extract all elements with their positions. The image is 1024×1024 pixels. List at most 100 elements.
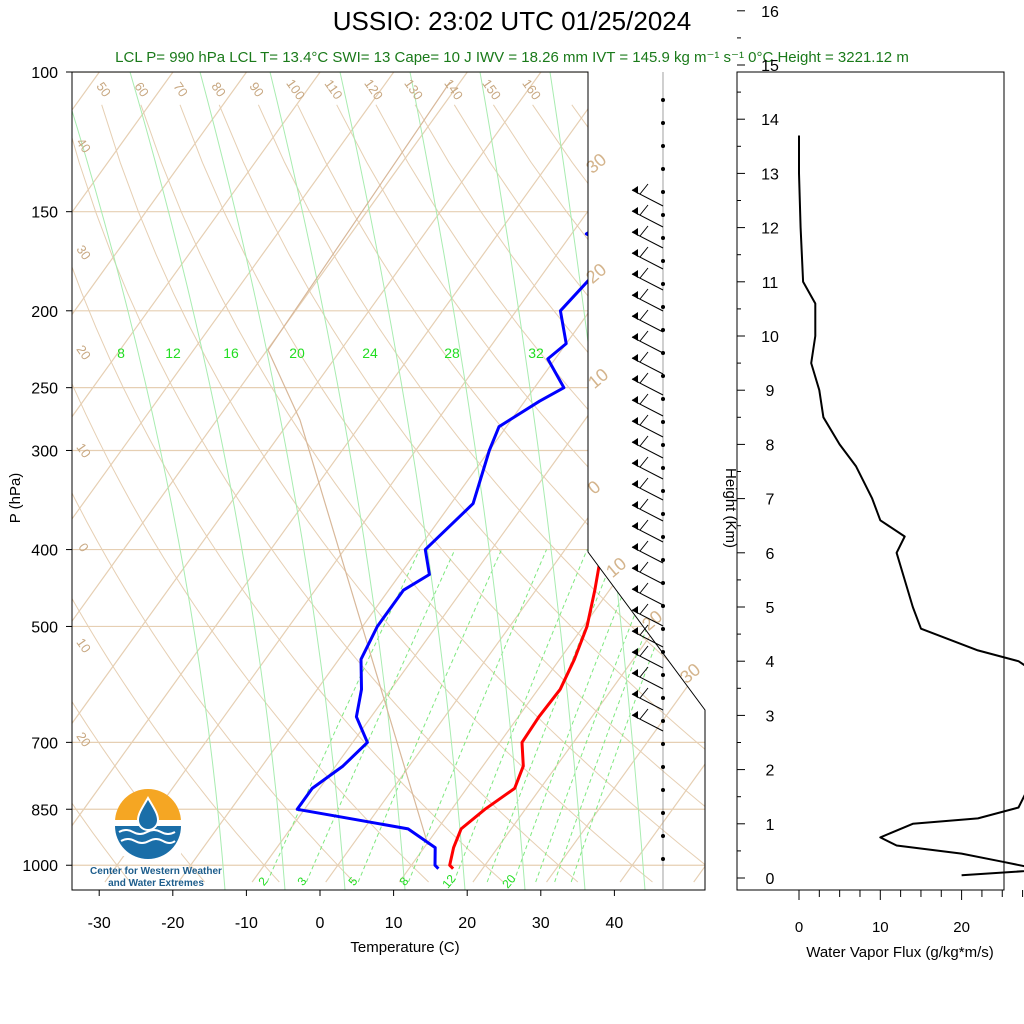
isotherm-line [72, 72, 174, 883]
wind-pennant [632, 690, 638, 698]
isotherm-line [178, 72, 705, 883]
left-adiabat-label: 10 [73, 440, 94, 460]
barb-dot [661, 696, 665, 700]
x-tick-label: -10 [235, 915, 258, 932]
mixing-ratio-line [535, 549, 661, 883]
barb-dot [661, 857, 665, 861]
wind-flag [639, 246, 649, 258]
dry-adiabat [140, 104, 705, 883]
barb-dot [661, 144, 665, 148]
dry-adiabat [72, 104, 504, 883]
left-adiabat-label: 20 [73, 342, 94, 362]
barb-dot [661, 236, 665, 240]
wind-pennant [632, 375, 638, 383]
dry-adiabat [649, 104, 705, 883]
wind-pennant [632, 711, 638, 719]
moist-adiabat [199, 72, 346, 890]
y-tick-label: 850 [31, 802, 58, 819]
wind-flag [639, 288, 649, 300]
x-tick-label: 0 [316, 915, 325, 932]
dry-adiabat [336, 104, 705, 883]
left-adiabat-label: 40 [73, 135, 94, 155]
isotherm-line [72, 72, 542, 883]
moist-adiabat [549, 72, 646, 890]
wind-flag [639, 561, 649, 573]
isotherm-line [72, 72, 616, 883]
mixing-ratio-line [486, 549, 618, 883]
dry-adiabat [532, 104, 705, 883]
wind-pennant [632, 249, 638, 257]
wind-flag [639, 624, 649, 636]
x-tick-label: 40 [606, 915, 624, 932]
wind-flag [639, 687, 649, 699]
dry-adiabat [257, 104, 705, 883]
wind-flag [639, 309, 649, 321]
isotherm-line [546, 72, 705, 883]
wind-pennant [632, 606, 638, 614]
mixing-ratio-label: 32 [528, 345, 544, 361]
mixing-ratio-label: 16 [223, 345, 239, 361]
isotherm-line [472, 72, 705, 883]
cw3e-logo [115, 789, 181, 859]
wind-pennant [632, 333, 638, 341]
wind-pennant [632, 207, 638, 215]
left-adiabat-label: 30 [73, 242, 94, 262]
barb-dot [661, 765, 665, 769]
wind-flag [639, 414, 649, 426]
dry-adiabat [610, 104, 705, 883]
left-adiabat-label: 0 [75, 540, 91, 555]
wind-flag [639, 225, 649, 237]
barb-dot [661, 834, 665, 838]
wind-flag [639, 456, 649, 468]
mixing-ratio-label: 8 [117, 345, 125, 361]
left-adiabat-label: 10 [73, 635, 94, 655]
wind-flag [639, 351, 649, 363]
mixing-ratio-label: 24 [362, 345, 378, 361]
wind-flag [639, 519, 649, 531]
x-tick-label: -20 [161, 915, 184, 932]
moist-adiabat [269, 72, 406, 890]
mixing-ratio-bottom-label: 2 [255, 874, 270, 888]
right-adiabat-label: 30 [676, 659, 704, 687]
y-tick-label: 500 [31, 619, 58, 636]
mixing-ratio-line [453, 549, 588, 883]
wind-flag [639, 708, 649, 720]
isotherm-label: 120 [361, 76, 386, 102]
mixing-ratio-label: 28 [444, 345, 460, 361]
y-tick-label: 200 [31, 304, 58, 321]
barb-dot [661, 627, 665, 631]
moist-adiabat [409, 72, 526, 890]
wind-flag [639, 645, 649, 657]
dewpoint-line [295, 210, 632, 870]
dry-adiabat [729, 105, 1024, 882]
y-tick-label: 100 [31, 65, 58, 82]
mixing-ratio-line [357, 549, 502, 883]
barb-dot [661, 650, 665, 654]
wind-barbs [631, 72, 665, 890]
dry-adiabat [218, 104, 705, 883]
mixing-ratio-label: 12 [165, 345, 181, 361]
wind-pennant [632, 648, 638, 656]
dry-adiabat [72, 104, 355, 883]
dry-adiabat [453, 104, 705, 883]
isotherm-line [72, 72, 321, 883]
barb-dot [661, 190, 665, 194]
wind-pennant [632, 459, 638, 467]
wind-pennant [632, 228, 638, 236]
y-tick-label: 700 [31, 735, 58, 752]
isotherm-label: 100 [283, 76, 308, 102]
isotherm-label: 90 [246, 79, 267, 99]
mixing-ratio-bottom-label: 20 [499, 872, 519, 891]
isotherm-label: 140 [441, 76, 466, 102]
moist-adiabat [479, 72, 586, 890]
wind-flag [639, 372, 649, 384]
dry-adiabat [101, 104, 653, 883]
barb-dot [661, 397, 665, 401]
y-tick-label: 150 [31, 205, 58, 222]
y-tick-label: 250 [31, 381, 58, 398]
isotherm-label: 70 [170, 79, 191, 99]
wind-pennant [632, 585, 638, 593]
dry-adiabat [297, 104, 705, 883]
isotherm-label: 60 [131, 79, 152, 99]
